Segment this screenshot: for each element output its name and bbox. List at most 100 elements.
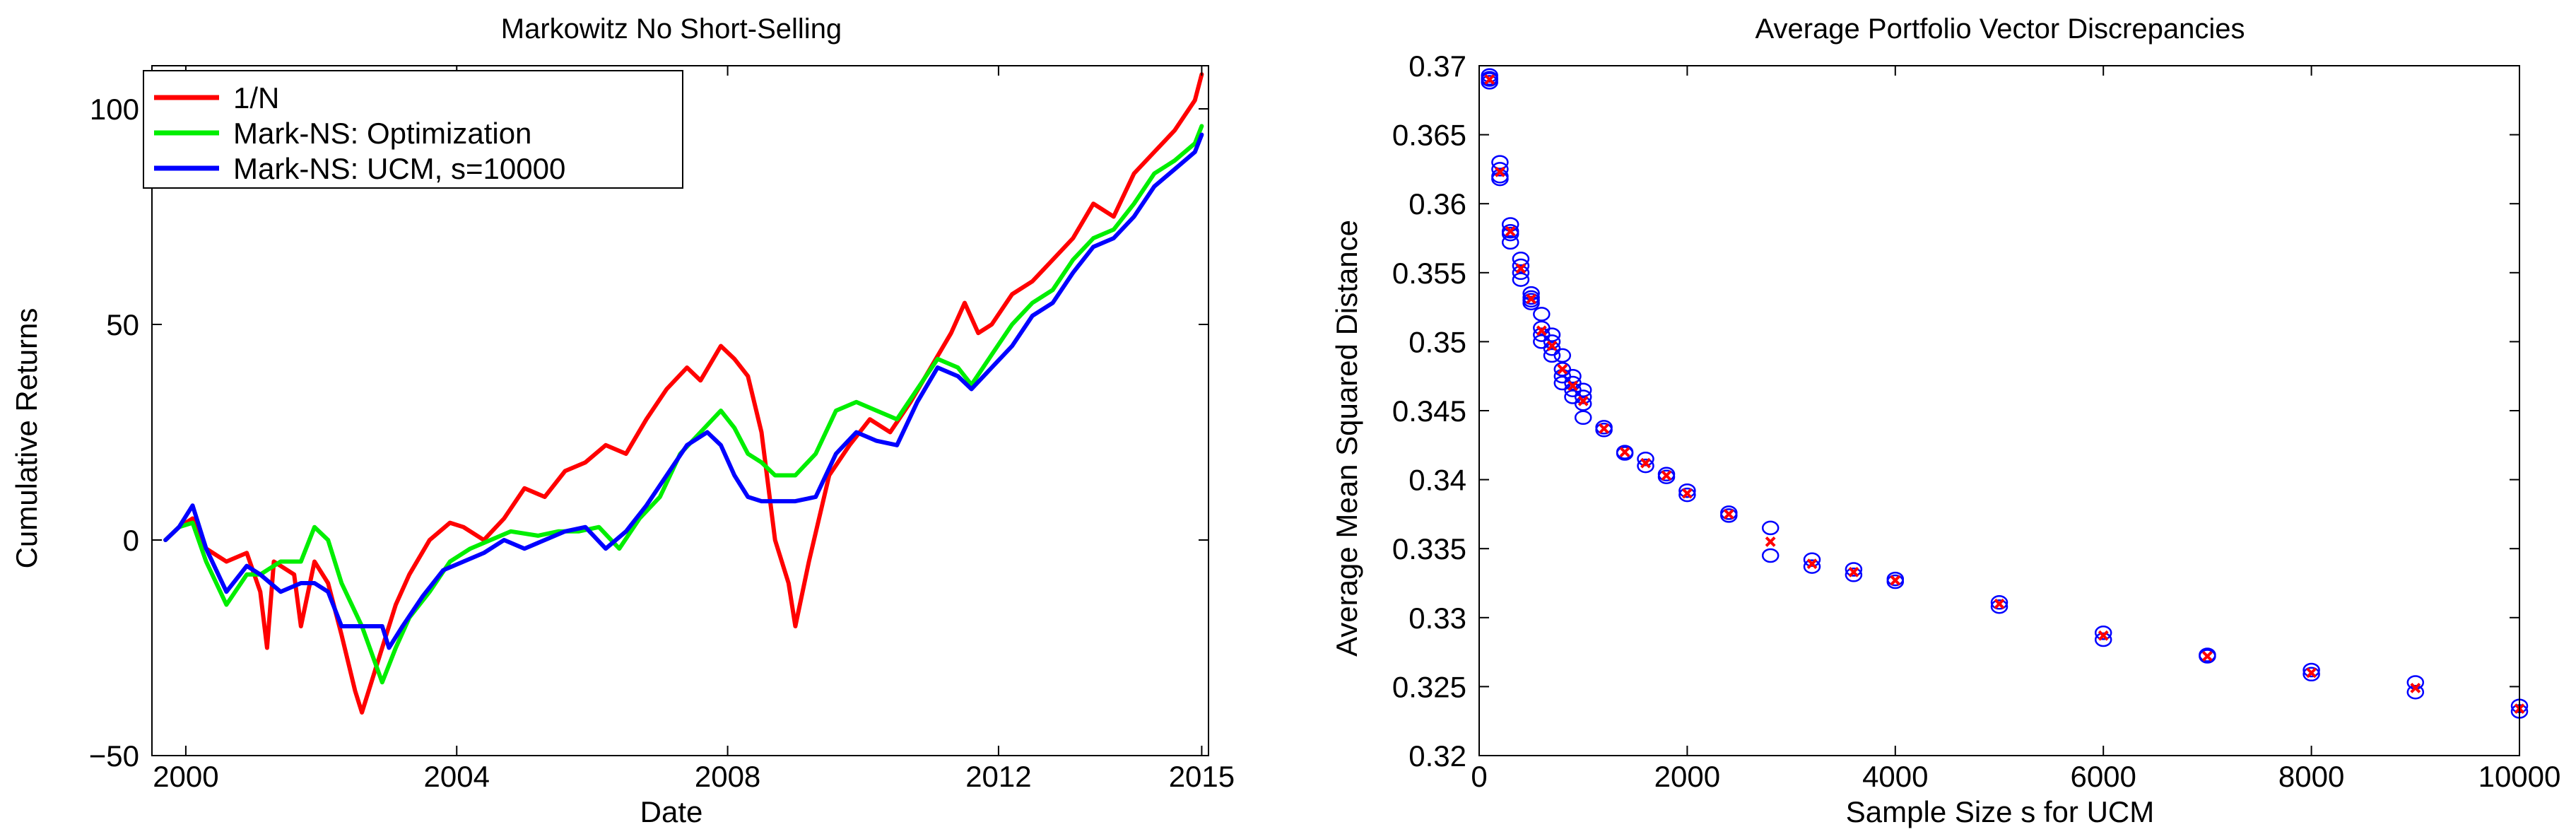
scatter-point-circle — [1616, 446, 1634, 461]
scatter-point-circle — [1512, 258, 1530, 274]
y-tick-label: 0.36 — [1408, 187, 1466, 221]
scatter-point-x — [2410, 682, 2421, 693]
scatter-point-x — [1848, 566, 1859, 577]
x-tick-label: 4000 — [1862, 760, 1928, 793]
series-line-2 — [163, 132, 1204, 650]
scatter-point-x — [2201, 651, 2213, 662]
scatter-point-circle — [1533, 307, 1551, 322]
scatter-point-circle — [1761, 548, 1780, 563]
scatter-point-circle — [1637, 458, 1654, 474]
scatter-point-circle — [1512, 272, 1530, 287]
right-chart-title: Average Portfolio Vector Discrepancies — [1755, 13, 2245, 45]
scatter-point-x — [1765, 536, 1776, 547]
scatter-point-x — [1619, 447, 1630, 457]
right-chart: Average Portfolio Vector Discrepancies 0… — [1330, 13, 2560, 828]
right-x-ticks: 0 2000 4000 6000 8000 10000 — [1471, 66, 2560, 793]
scatter-point-x — [1546, 340, 1558, 351]
y-tick-label: 0.365 — [1392, 119, 1466, 152]
x-tick-label: 10000 — [2478, 760, 2561, 793]
y-tick-label: 0 — [123, 524, 139, 557]
scatter-point-circle — [1481, 75, 1498, 90]
scatter-point-circle — [1990, 595, 2009, 610]
scatter-point-circle — [1657, 469, 1676, 484]
x-tick-label: 2004 — [424, 760, 490, 793]
scatter-point-circle — [2302, 667, 2320, 682]
scatter-point-x — [1557, 364, 1568, 375]
scatter-point-circle — [1803, 552, 1821, 568]
scatter-point-circle — [1512, 265, 1530, 281]
y-tick-label: 100 — [90, 93, 139, 126]
scatter-point-circle — [1990, 599, 2009, 614]
y-tick-label: −50 — [89, 739, 139, 773]
scatter-point-circle — [1564, 368, 1582, 384]
scatter-point-circle — [1886, 574, 1905, 589]
scatter-point-circle — [1543, 348, 1561, 363]
scatter-point-circle — [1501, 235, 1519, 250]
scatter-point-circle — [1543, 334, 1561, 349]
scatter-point-circle — [2199, 649, 2216, 664]
y-tick-label: 0.325 — [1392, 670, 1466, 703]
scatter-point-x — [1568, 380, 1578, 392]
left-chart: Markowitz No Short-Selling 2000 2004 2008 2… — [10, 13, 1235, 828]
scatter-point-x — [1890, 575, 1901, 586]
x-tick-label: 2000 — [1654, 760, 1720, 793]
scatter-point-circle — [1720, 508, 1738, 523]
scatter-point-circle — [1803, 559, 1821, 574]
scatter-point-circle — [1845, 562, 1863, 577]
scatter-point-circle — [1491, 162, 1509, 177]
y-tick-label: 0.37 — [1408, 49, 1466, 83]
scatter-point-circle — [1501, 226, 1519, 242]
y-tick-label: 50 — [106, 308, 139, 341]
x-tick-label: 2012 — [965, 760, 1031, 793]
scatter-point-x — [1495, 166, 1505, 177]
y-tick-label: 0.335 — [1392, 532, 1466, 565]
y-tick-label: 0.35 — [1408, 325, 1466, 358]
right-y-axis-label: Average Mean Squared Distance — [1330, 220, 1363, 657]
right-plot-background — [1479, 66, 2519, 756]
scatter-point-x — [1994, 598, 2005, 609]
y-tick-label: 0.32 — [1408, 739, 1466, 773]
scatter-point-x — [1577, 395, 1589, 406]
y-tick-label: 0.33 — [1408, 602, 1466, 635]
scatter-point-circle — [2406, 684, 2425, 700]
scatter-point-x — [2306, 667, 2317, 679]
scatter-point-x — [1640, 457, 1651, 469]
scatter-point-circle — [1574, 410, 1592, 426]
right-y-ticks: 0.32 0.325 0.33 0.335 0.34 0.345 0.35 0.355 0.36… — [1392, 49, 2519, 773]
scatter-point-circle — [2302, 662, 2320, 678]
scatter-point-circle — [1512, 252, 1530, 266]
right-plot-area — [1478, 65, 2529, 756]
left-plot-frame — [151, 65, 1209, 756]
left-x-ticks: 2000 2004 2008 2012 2015 — [153, 66, 1235, 793]
scatter-point-circle — [1678, 487, 1696, 503]
x-tick-label: 0 — [1471, 760, 1487, 793]
left-y-axis-label: Cumulative Returns — [10, 308, 43, 569]
y-tick-label: 0.355 — [1392, 257, 1466, 290]
scatter-point-x — [1536, 325, 1547, 336]
scatter-point-x — [1484, 74, 1495, 85]
x-tick-label: 8000 — [2278, 760, 2344, 793]
scatter-point-circle — [1574, 396, 1592, 411]
scatter-point-circle — [2094, 632, 2112, 647]
scatter-point-circle — [1522, 295, 1540, 310]
scatter-point-x — [1526, 293, 1537, 305]
right-x-axis-label: Sample Size s for UCM — [1846, 795, 2154, 828]
x-tick-label: 6000 — [2070, 760, 2136, 793]
scatter-point-circle — [1491, 155, 1509, 170]
y-tick-label: 0.345 — [1392, 394, 1466, 428]
left-x-axis-label: Date — [640, 795, 703, 828]
scatter-point-x — [1505, 225, 1516, 237]
left-chart-title: Markowitz No Short-Selling — [501, 13, 842, 45]
scatter-point-circle — [2094, 626, 2112, 640]
scatter-point-circle — [1845, 568, 1863, 582]
legend-label-0: 1/N — [233, 81, 279, 115]
scatter-point-circle — [1595, 423, 1613, 438]
scatter-point-x — [2098, 630, 2109, 641]
scatter-point-x — [1515, 263, 1527, 274]
legend-label-1: Mark-NS: Optimization — [233, 117, 531, 150]
scatter-point-x — [1806, 558, 1818, 570]
y-tick-label: 0.34 — [1408, 464, 1466, 497]
